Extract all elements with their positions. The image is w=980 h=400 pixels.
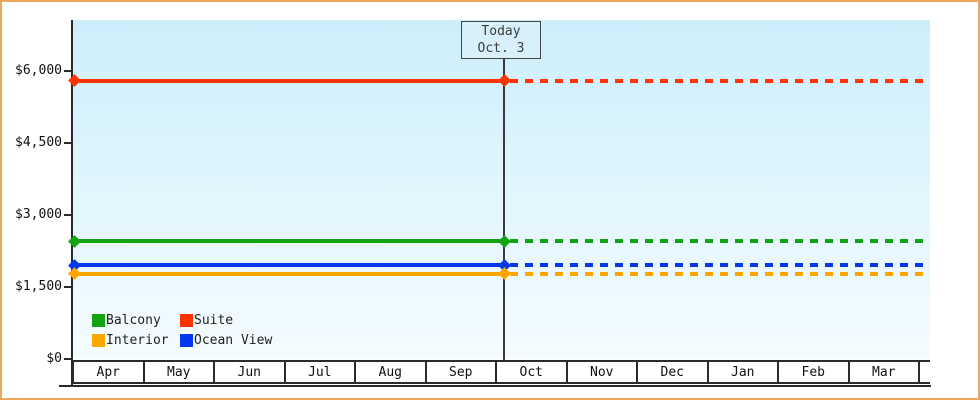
month-cell-sep: Sep — [424, 362, 495, 382]
month-cell-may: May — [142, 362, 213, 382]
legend-item-ocean-view: Ocean View — [180, 332, 272, 348]
legend-item-interior: Interior — [92, 332, 180, 348]
series-line-balcony-dashed-projection — [510, 239, 930, 244]
legend-swatch-suite — [180, 313, 193, 327]
chart-legend: Balcony Suite Interior Ocean View — [92, 312, 272, 348]
today-label: Today — [481, 24, 521, 39]
today-annotation-box: Today Oct. 3 — [461, 21, 541, 59]
today-date-label: Oct. 3 — [477, 41, 525, 56]
legend-label-interior: Interior — [106, 332, 169, 348]
legend-item-suite: Suite — [180, 312, 272, 328]
month-cell-partial-empty — [918, 362, 930, 382]
month-cell-jun: Jun — [213, 362, 284, 382]
month-cell-jan: Jan — [706, 362, 777, 382]
series-line-suite-solid — [73, 78, 503, 83]
series-line-interior-dashed-projection — [510, 271, 930, 276]
series-line-ocean-view-dashed-projection — [510, 263, 930, 268]
month-cell-oct: Oct — [495, 362, 566, 382]
y-axis-tick-label: $3,000 — [15, 207, 62, 222]
y-axis-tick — [64, 142, 72, 144]
month-cell-nov: Nov — [565, 362, 636, 382]
chart-plot-area — [73, 20, 930, 359]
month-cell-dec: Dec — [636, 362, 707, 382]
series-line-interior-solid — [73, 271, 503, 276]
month-cell-mar: Mar — [847, 362, 918, 382]
y-axis — [71, 20, 73, 386]
legend-swatch-interior — [92, 333, 105, 347]
legend-item-balcony: Balcony — [92, 312, 180, 328]
y-axis-tick-label: $1,500 — [15, 279, 62, 294]
x-axis-baseline — [59, 385, 931, 387]
x-axis-month-band: Apr May Jun Jul Aug Sep Oct Nov Dec Jan Feb Mar — [72, 360, 930, 384]
y-axis-tick — [64, 214, 72, 216]
series-line-balcony-solid — [73, 239, 503, 244]
legend-label-balcony: Balcony — [106, 312, 161, 328]
legend-label-suite: Suite — [194, 312, 234, 328]
y-axis-tick-label: $0 — [46, 351, 62, 366]
y-axis-tick-label: $4,500 — [15, 135, 62, 150]
today-vertical-line — [503, 58, 505, 360]
month-cell-feb: Feb — [777, 362, 848, 382]
y-axis-tick — [64, 70, 72, 72]
legend-swatch-balcony — [92, 313, 105, 327]
series-line-suite-dashed-projection — [510, 78, 930, 83]
month-cell-jul: Jul — [283, 362, 354, 382]
y-axis-tick-label: $6,000 — [15, 63, 62, 78]
legend-swatch-ocean-view — [180, 333, 193, 347]
y-axis-tick — [64, 286, 72, 288]
month-cell-aug: Aug — [354, 362, 425, 382]
series-line-ocean-view-solid — [73, 263, 503, 268]
legend-label-ocean-view: Ocean View — [194, 332, 273, 348]
month-cell-apr: Apr — [72, 362, 143, 382]
y-axis-tick — [64, 358, 72, 360]
